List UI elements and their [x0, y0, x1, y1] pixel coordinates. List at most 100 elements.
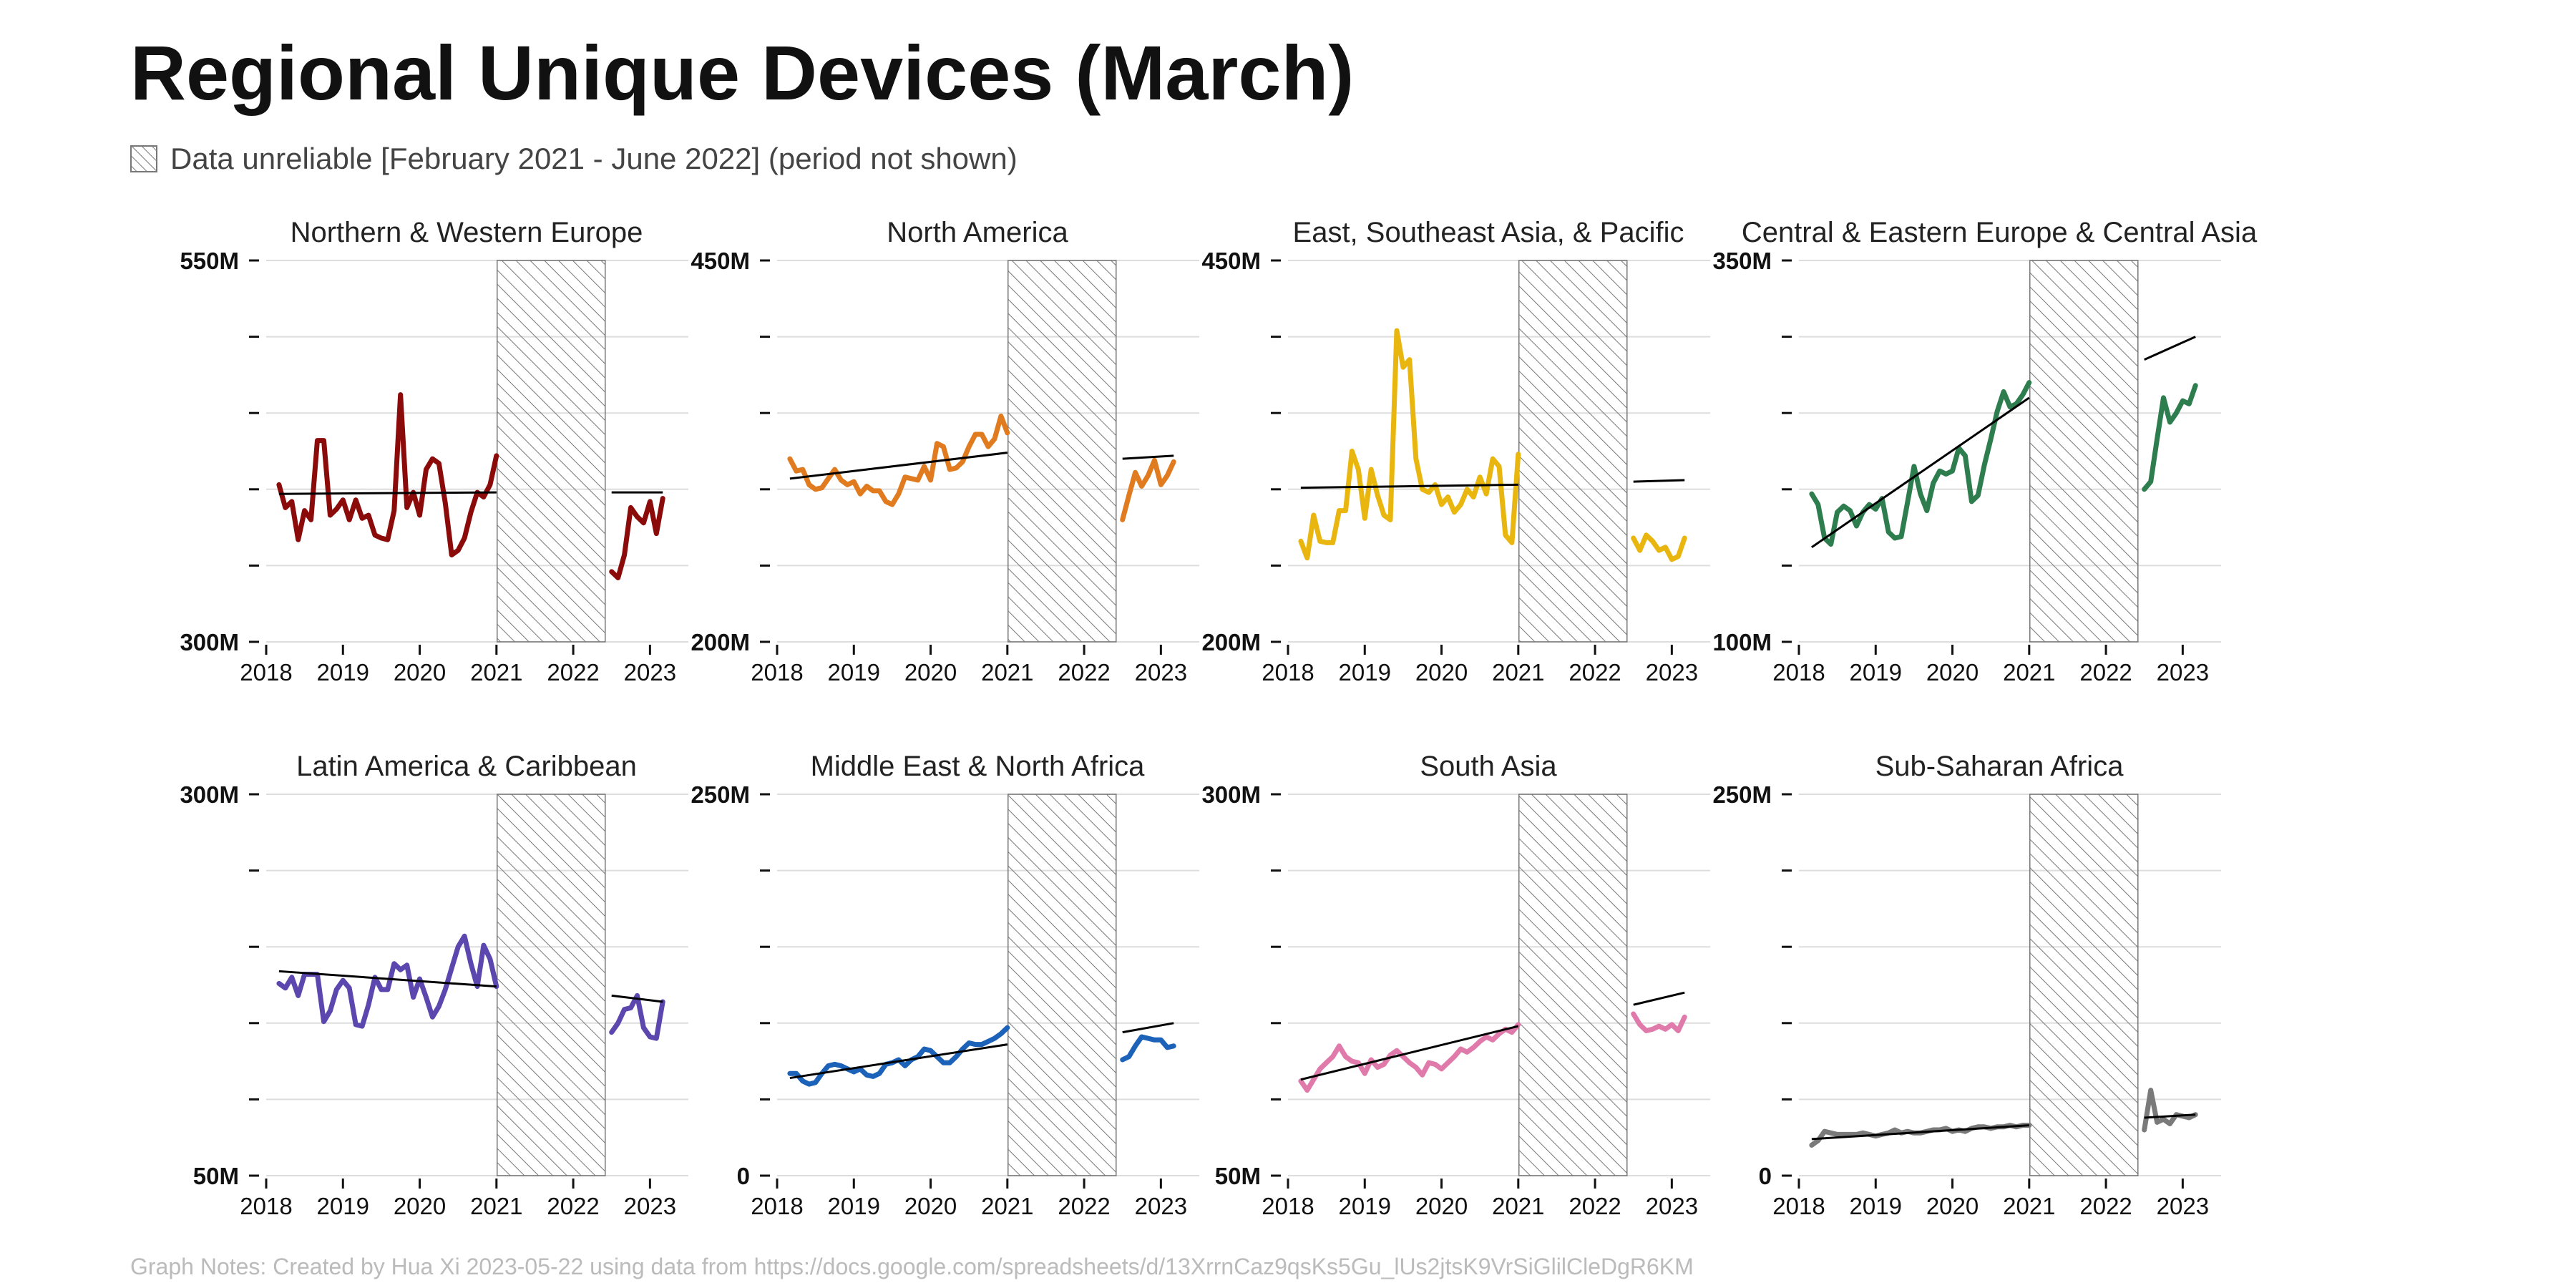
- y-tick-label: 0: [1759, 1163, 1772, 1189]
- panel-title: Latin America & Caribbean: [296, 751, 637, 782]
- unreliable-period-hatch: [1008, 794, 1117, 1176]
- y-tick-label: 450M: [691, 248, 750, 274]
- trend-line-2: [1633, 991, 1685, 1006]
- panel-east-southeast-asia-and-pacific: East, Southeast Asia, & Pacific450M200M2…: [1201, 217, 1710, 686]
- trend-line-1: [278, 970, 497, 988]
- series-line-segment-1: [1809, 380, 2032, 547]
- trend-line-2: [1633, 479, 1685, 483]
- x-tick-label: 2018: [751, 659, 803, 686]
- panel-title: Middle East & North Africa: [811, 751, 1146, 782]
- y-tick-label: 250M: [691, 781, 750, 808]
- panel-title: Central & Eastern Europe & Central Asia: [1742, 217, 2258, 248]
- x-tick-label: 2023: [1646, 659, 1698, 686]
- x-tick-label: 2022: [2079, 1193, 2132, 1219]
- x-tick-label: 2022: [1568, 1193, 1621, 1219]
- x-tick-label: 2022: [2079, 659, 2132, 686]
- x-tick-label: 2018: [1262, 1193, 1314, 1219]
- unreliable-period-hatch: [497, 260, 606, 643]
- series-line-segment-1: [276, 392, 499, 557]
- trend-line-1: [1811, 396, 2030, 549]
- x-tick-label: 2020: [1415, 1193, 1468, 1219]
- x-tick-label: 2022: [547, 1193, 599, 1219]
- panel-title: South Asia: [1420, 751, 1557, 782]
- x-tick-label: 2018: [1772, 659, 1825, 686]
- panel-title: North America: [887, 217, 1068, 248]
- x-tick-label: 2020: [1926, 1193, 1979, 1219]
- legend-note: Data unreliable [February 2021 - June 20…: [130, 140, 1018, 177]
- x-tick-label: 2020: [394, 659, 446, 686]
- trend-line-1: [789, 1043, 1008, 1080]
- series-line-segment-1: [787, 1025, 1010, 1087]
- series-line-segment-2: [1120, 1034, 1176, 1063]
- panel-title: Sub-Saharan Africa: [1875, 751, 2124, 782]
- x-tick-label: 2018: [1772, 1193, 1825, 1219]
- series-line-segment-2: [2142, 1088, 2198, 1133]
- x-tick-label: 2021: [1492, 1193, 1544, 1219]
- trend-line-1: [789, 452, 1008, 480]
- x-tick-label: 2022: [1058, 1193, 1110, 1219]
- series-line-segment-1: [1298, 328, 1521, 561]
- page-title: Regional Unique Devices (March): [130, 29, 1355, 116]
- x-tick-label: 2021: [470, 659, 522, 686]
- y-tick-label: 550M: [180, 248, 239, 274]
- unreliable-period-hatch: [1518, 260, 1628, 643]
- trend-line-1: [1300, 483, 1518, 489]
- hatch-swatch-icon: [130, 145, 157, 172]
- trend-line-2: [1122, 454, 1174, 460]
- unreliable-period-hatch: [1518, 794, 1628, 1176]
- series-line-segment-2: [1120, 457, 1176, 522]
- y-tick-label: 300M: [180, 781, 239, 808]
- x-tick-label: 2020: [904, 659, 957, 686]
- x-tick-label: 2020: [904, 1193, 957, 1219]
- unreliable-period-hatch: [2029, 794, 2139, 1176]
- x-tick-label: 2019: [1850, 659, 1902, 686]
- trend-line-2: [611, 994, 663, 1003]
- x-tick-label: 2018: [240, 659, 292, 686]
- unreliable-period-hatch: [2029, 260, 2139, 643]
- x-tick-label: 2019: [1339, 659, 1391, 686]
- series-line-segment-2: [1631, 1011, 1687, 1033]
- x-tick-label: 2021: [981, 659, 1033, 686]
- trend-line-1: [1300, 1025, 1519, 1081]
- x-tick-label: 2022: [1058, 659, 1110, 686]
- x-tick-label: 2022: [1568, 659, 1621, 686]
- x-tick-label: 2021: [1492, 659, 1544, 686]
- x-tick-label: 2019: [828, 659, 880, 686]
- x-tick-label: 2019: [1339, 1193, 1391, 1219]
- y-tick-label: 50M: [193, 1163, 239, 1189]
- x-tick-label: 2020: [1926, 659, 1979, 686]
- x-tick-label: 2019: [317, 1193, 369, 1219]
- x-tick-label: 2023: [1135, 1193, 1187, 1219]
- unreliable-period-hatch: [1008, 260, 1117, 643]
- x-tick-label: 2023: [624, 1193, 676, 1219]
- x-tick-label: 2023: [624, 659, 676, 686]
- y-tick-label: 50M: [1215, 1163, 1261, 1189]
- trend-line-2: [2144, 336, 2196, 361]
- trend-line-1: [278, 491, 497, 495]
- x-tick-label: 2021: [2003, 659, 2055, 686]
- series-line-segment-2: [609, 992, 665, 1041]
- y-tick-label: 100M: [1712, 629, 1772, 655]
- x-tick-label: 2018: [240, 1193, 292, 1219]
- y-tick-label: 200M: [691, 629, 750, 655]
- graph-notes: Graph Notes: Created by Hua Xi 2023-05-2…: [130, 1254, 1694, 1279]
- y-tick-label: 450M: [1201, 248, 1261, 274]
- x-tick-label: 2019: [317, 659, 369, 686]
- x-tick-label: 2020: [1415, 659, 1468, 686]
- y-tick-label: 350M: [1712, 248, 1772, 274]
- x-tick-label: 2023: [1646, 1193, 1698, 1219]
- series-line-segment-1: [1298, 1022, 1521, 1093]
- panel-central-and-eastern-europe-and-central-asia: Central & Eastern Europe & Central Asia3…: [1712, 217, 2258, 686]
- series-line-segment-2: [2142, 383, 2198, 492]
- y-tick-label: 0: [737, 1163, 750, 1189]
- x-tick-label: 2021: [2003, 1193, 2055, 1219]
- legend-note-text: Data unreliable [February 2021 - June 20…: [170, 142, 1018, 175]
- y-tick-label: 300M: [180, 629, 239, 655]
